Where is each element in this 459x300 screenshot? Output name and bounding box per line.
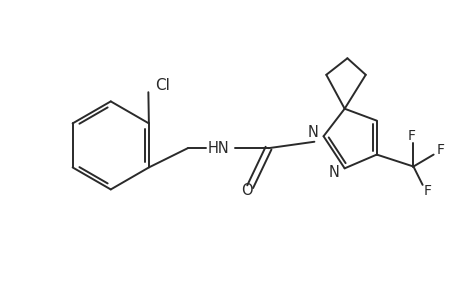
- Text: O: O: [241, 183, 253, 198]
- Text: F: F: [436, 143, 444, 157]
- Text: N: N: [307, 125, 317, 140]
- Text: N: N: [328, 164, 338, 179]
- Text: F: F: [422, 184, 430, 198]
- Text: F: F: [407, 129, 415, 143]
- Text: Cl: Cl: [154, 78, 169, 93]
- Text: HN: HN: [207, 141, 230, 156]
